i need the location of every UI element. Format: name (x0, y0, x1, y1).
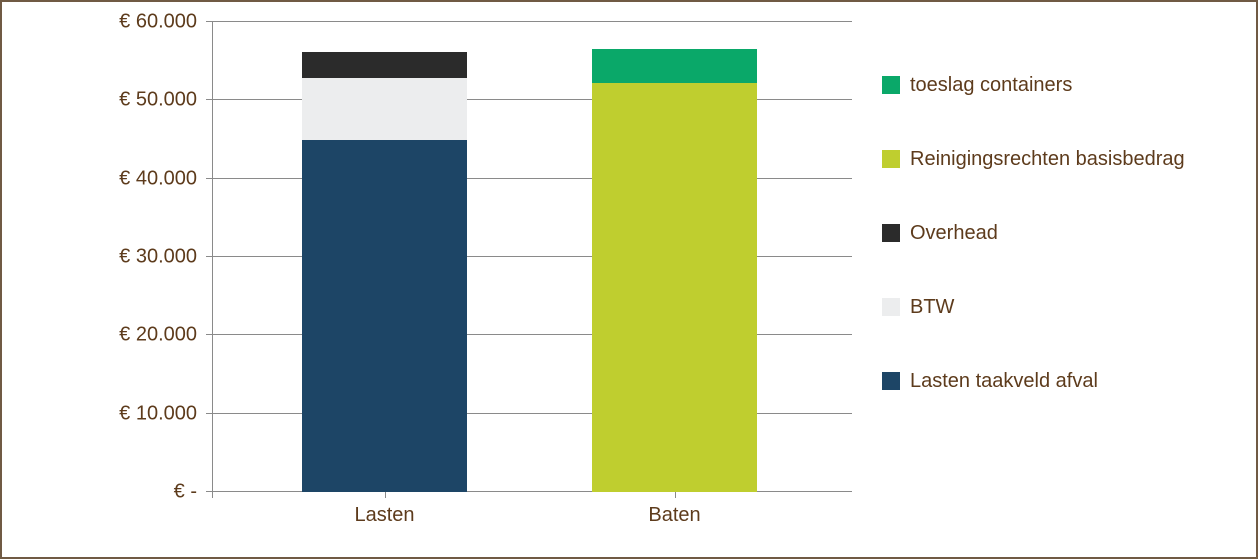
y-tick-mark (206, 21, 212, 22)
y-axis-tick-label: € 50.000 (57, 89, 197, 112)
legend-item-lasten-taakveld-afval: Lasten taakveld afval (882, 368, 1222, 394)
y-tick-mark (206, 256, 212, 257)
y-axis-tick-label: € 40.000 (57, 167, 197, 190)
bar-segment-reinigingsrechten-basisbedrag (592, 83, 757, 492)
y-tick-mark (206, 99, 212, 100)
grid-line (212, 21, 852, 22)
legend-label: Reinigingsrechten basisbedrag (910, 146, 1185, 172)
bar-segment-toeslag-containers (592, 49, 757, 83)
legend-label: toeslag containers (910, 72, 1072, 98)
x-tick-mark (675, 492, 676, 498)
x-tick-mark (385, 492, 386, 498)
legend-swatch (882, 150, 900, 168)
bar-segment-lasten-taakveld-afval (302, 140, 467, 493)
legend-label: Lasten taakveld afval (910, 368, 1098, 394)
y-axis-tick-label: € 60.000 (57, 11, 197, 34)
y-axis-tick-label: € 10.000 (57, 402, 197, 425)
legend-item-reinigingsrechten-basisbedrag: Reinigingsrechten basisbedrag (882, 146, 1222, 172)
legend-swatch (882, 224, 900, 242)
y-axis-tick-label: € - (57, 481, 197, 504)
x-axis-tick-label: Baten (648, 504, 700, 527)
legend-label: Overhead (910, 220, 998, 246)
legend-swatch (882, 298, 900, 316)
y-tick-mark (206, 178, 212, 179)
y-axis-tick-label: € 20.000 (57, 324, 197, 347)
bar-segment-btw (302, 78, 467, 139)
y-axis-tick-label: € 30.000 (57, 246, 197, 269)
x-axis-tick-label: Lasten (354, 504, 414, 527)
y-axis-line (212, 22, 213, 492)
bar-segment-overhead (302, 52, 467, 79)
y-tick-mark (206, 413, 212, 414)
legend-swatch (882, 76, 900, 94)
legend-item-btw: BTW (882, 294, 1222, 320)
legend-item-overhead: Overhead (882, 220, 1222, 246)
legend: toeslag containers Reinigingsrechten basi… (882, 72, 1222, 442)
legend-swatch (882, 372, 900, 390)
x-tick-mark (212, 492, 213, 498)
plot-area: € -€ 10.000€ 20.000€ 30.000€ 40.000€ 50.… (212, 22, 852, 492)
y-tick-mark (206, 334, 212, 335)
legend-label: BTW (910, 294, 954, 320)
legend-item-toeslag-containers: toeslag containers (882, 72, 1222, 98)
chart-container: € - € 10.000 € 20.000 € 30.000 € 40.000 € 50.… (0, 0, 1258, 559)
